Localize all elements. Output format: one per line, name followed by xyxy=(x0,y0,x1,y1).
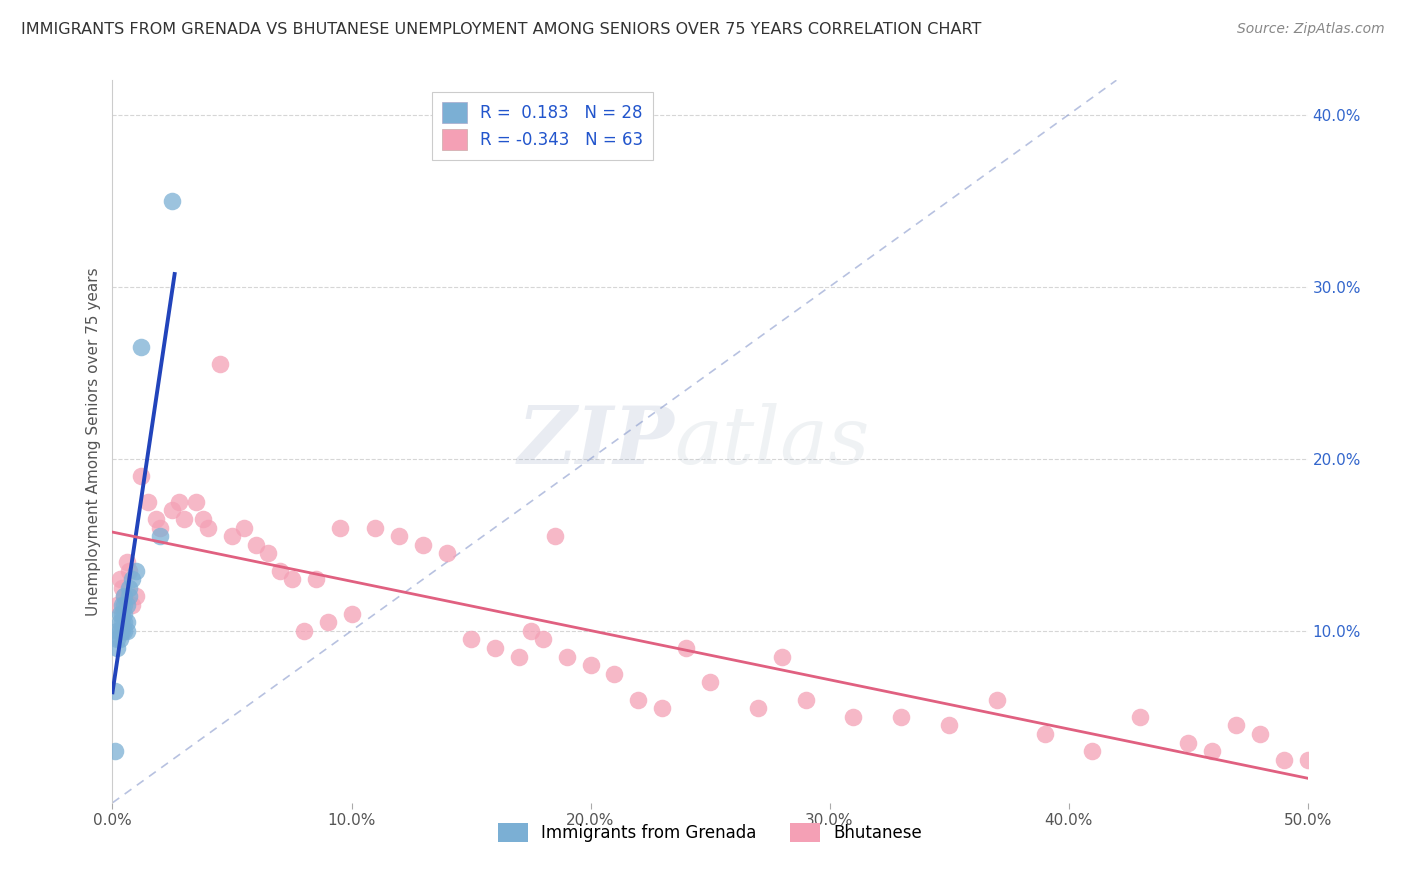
Point xyxy=(221,529,243,543)
Point xyxy=(1296,753,1319,767)
Point xyxy=(197,520,219,534)
Point xyxy=(245,538,267,552)
Point xyxy=(699,675,721,690)
Point xyxy=(579,658,602,673)
Text: IMMIGRANTS FROM GRENADA VS BHUTANESE UNEMPLOYMENT AMONG SENIORS OVER 75 YEARS CO: IMMIGRANTS FROM GRENADA VS BHUTANESE UNE… xyxy=(21,22,981,37)
Point xyxy=(173,512,195,526)
Point xyxy=(209,357,232,371)
Point xyxy=(108,632,131,647)
Point xyxy=(115,624,138,638)
Point xyxy=(508,649,530,664)
Point xyxy=(115,598,138,612)
Point xyxy=(388,529,411,543)
Point xyxy=(115,555,138,569)
Point xyxy=(149,520,172,534)
Point xyxy=(108,572,131,586)
Point xyxy=(121,598,143,612)
Point xyxy=(169,494,191,508)
Point xyxy=(305,572,328,586)
Point xyxy=(114,624,135,638)
Point xyxy=(603,666,626,681)
Point xyxy=(118,581,141,595)
Point xyxy=(1081,744,1104,758)
Point xyxy=(675,640,697,655)
Point xyxy=(108,615,131,630)
Point xyxy=(129,340,152,354)
Text: ZIP: ZIP xyxy=(517,403,675,480)
Point xyxy=(125,564,148,578)
Point xyxy=(460,632,482,647)
Point xyxy=(138,494,160,508)
Point xyxy=(118,590,141,604)
Point xyxy=(118,564,141,578)
Point xyxy=(316,615,339,630)
Point xyxy=(257,546,280,560)
Point xyxy=(555,649,578,664)
Point xyxy=(269,564,291,578)
Point xyxy=(111,624,134,638)
Point xyxy=(1249,727,1271,741)
Y-axis label: Unemployment Among Seniors over 75 years: Unemployment Among Seniors over 75 years xyxy=(86,268,101,615)
Point xyxy=(149,529,172,543)
Point xyxy=(111,581,134,595)
Point xyxy=(111,598,134,612)
Point xyxy=(1177,735,1199,749)
Point xyxy=(329,520,352,534)
Point xyxy=(104,744,127,758)
Point xyxy=(281,572,304,586)
Point xyxy=(108,624,131,638)
Point xyxy=(111,615,134,630)
Point xyxy=(543,529,565,543)
Point xyxy=(114,607,135,621)
Point xyxy=(104,684,127,698)
Point xyxy=(890,710,912,724)
Point xyxy=(340,607,363,621)
Point xyxy=(114,590,135,604)
Point xyxy=(747,701,769,715)
Point xyxy=(651,701,673,715)
Point xyxy=(1272,753,1295,767)
Point xyxy=(105,632,128,647)
Point xyxy=(186,494,208,508)
Point xyxy=(1201,744,1223,758)
Point xyxy=(145,512,167,526)
Point xyxy=(484,640,506,655)
Point xyxy=(233,520,256,534)
Text: atlas: atlas xyxy=(675,403,869,480)
Point xyxy=(105,640,128,655)
Point xyxy=(108,607,131,621)
Point xyxy=(412,538,434,552)
Point xyxy=(1225,718,1247,732)
Point xyxy=(114,615,135,630)
Point xyxy=(770,649,793,664)
Point xyxy=(627,692,650,706)
Point xyxy=(111,607,134,621)
Point xyxy=(125,590,148,604)
Text: Source: ZipAtlas.com: Source: ZipAtlas.com xyxy=(1237,22,1385,37)
Point xyxy=(162,503,183,517)
Point xyxy=(292,624,315,638)
Point xyxy=(1129,710,1152,724)
Point xyxy=(531,632,554,647)
Point xyxy=(162,194,183,208)
Point xyxy=(114,590,135,604)
Point xyxy=(193,512,215,526)
Point xyxy=(105,624,128,638)
Point xyxy=(1033,727,1056,741)
Point xyxy=(129,469,152,483)
Point xyxy=(794,692,817,706)
Point xyxy=(364,520,387,534)
Point xyxy=(114,598,135,612)
Point xyxy=(115,615,138,630)
Point xyxy=(842,710,865,724)
Legend: Immigrants from Grenada, Bhutanese: Immigrants from Grenada, Bhutanese xyxy=(491,816,929,848)
Point xyxy=(436,546,458,560)
Point xyxy=(520,624,543,638)
Point xyxy=(986,692,1008,706)
Point xyxy=(105,598,128,612)
Point xyxy=(938,718,960,732)
Point xyxy=(121,572,143,586)
